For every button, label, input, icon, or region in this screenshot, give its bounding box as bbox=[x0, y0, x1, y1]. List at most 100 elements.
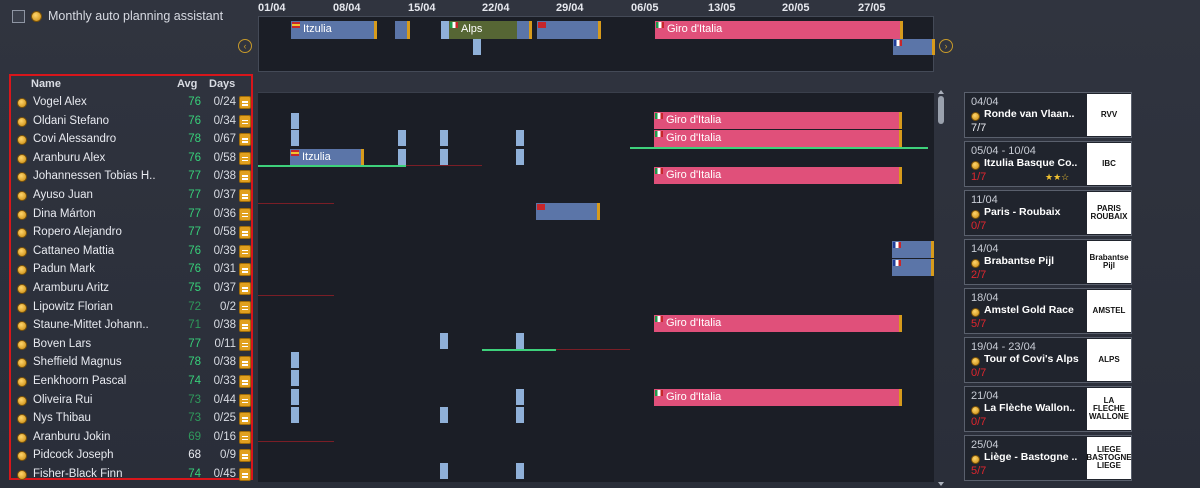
menu-icon[interactable] bbox=[239, 170, 251, 184]
race-block[interactable] bbox=[440, 333, 448, 349]
menu-icon[interactable] bbox=[239, 300, 251, 314]
race-card[interactable]: 11/04 Paris - Roubaix 0/7 PARIS ROUBAIX bbox=[964, 190, 1132, 236]
race-card[interactable]: 04/04 Ronde van Vlaan.. 7/7 RVV bbox=[964, 92, 1132, 138]
menu-icon[interactable] bbox=[239, 393, 251, 407]
race-block[interactable] bbox=[516, 407, 524, 423]
menu-icon[interactable] bbox=[239, 412, 251, 426]
scroll-down-icon[interactable] bbox=[938, 482, 944, 486]
overview-race-itzulia[interactable]: Itzulia bbox=[291, 21, 377, 39]
race-block[interactable] bbox=[291, 389, 299, 405]
rider-row[interactable]: Eenkhoorn Pascal 74 0/33 bbox=[11, 373, 251, 391]
rider-row[interactable]: Lipowitz Florian 72 0/2 bbox=[11, 299, 251, 317]
rider-row[interactable]: Dina Márton 77 0/36 bbox=[11, 206, 251, 224]
race-block[interactable] bbox=[516, 149, 524, 165]
rider-row[interactable]: Aranburu Alex 76 0/58 bbox=[11, 150, 251, 168]
chevron-right-icon[interactable]: › bbox=[939, 39, 953, 53]
race-block[interactable] bbox=[516, 389, 524, 405]
chevron-left-icon[interactable]: ‹ bbox=[238, 39, 252, 53]
overview-race-block[interactable] bbox=[473, 39, 481, 55]
rider-row[interactable]: Oliveira Rui 73 0/44 bbox=[11, 392, 251, 410]
column-avg[interactable]: Avg bbox=[177, 78, 198, 90]
overview-race-block[interactable] bbox=[395, 21, 410, 39]
column-days[interactable]: Days bbox=[209, 78, 236, 90]
menu-icon[interactable] bbox=[239, 96, 251, 109]
scroll-up-icon[interactable] bbox=[938, 90, 944, 94]
menu-icon[interactable] bbox=[239, 337, 251, 351]
overview-race-alps[interactable]: Alps bbox=[449, 21, 529, 39]
race-block[interactable] bbox=[440, 130, 448, 146]
race-block[interactable] bbox=[291, 370, 299, 386]
rider-row[interactable]: Sheffield Magnus 78 0/38 bbox=[11, 354, 251, 372]
race-card[interactable]: 25/04 Liège - Bastogne .. 5/7 LIEGE BASTOGN… bbox=[964, 435, 1132, 481]
rider-row[interactable]: Boven Lars 77 0/11 bbox=[11, 336, 251, 354]
race-block[interactable] bbox=[440, 463, 448, 479]
menu-icon[interactable] bbox=[239, 468, 251, 481]
race-card[interactable]: 21/04 La Flèche Wallon.. 0/7 LA FLECHE WALL… bbox=[964, 386, 1132, 432]
menu-icon[interactable] bbox=[239, 375, 251, 388]
race-block[interactable] bbox=[892, 241, 934, 258]
rider-row[interactable]: Pidcock Joseph 68 0/9 bbox=[11, 447, 251, 465]
race-block-giro[interactable]: Giro d'Italia bbox=[654, 389, 902, 406]
race-block[interactable] bbox=[440, 407, 448, 423]
menu-icon[interactable] bbox=[239, 244, 251, 258]
race-card[interactable]: 19/04 - 23/04 Tour of Covi's Alps 0/7 ALPS bbox=[964, 337, 1132, 383]
rider-row[interactable]: Covi Alessandro 78 0/67 bbox=[11, 131, 251, 149]
overview-race-block[interactable] bbox=[517, 21, 532, 39]
overview-timeline[interactable]: Itzulia Alps Giro d'Italia bbox=[258, 16, 935, 72]
menu-icon[interactable] bbox=[239, 114, 251, 128]
race-block[interactable] bbox=[291, 130, 299, 146]
overview-race-block[interactable] bbox=[441, 21, 449, 39]
menu-icon[interactable] bbox=[239, 133, 251, 147]
menu-icon[interactable] bbox=[239, 356, 251, 370]
auto-planning-toggle[interactable]: Monthly auto planning assistant bbox=[12, 8, 223, 24]
menu-icon[interactable] bbox=[239, 319, 251, 333]
overview-race-block[interactable] bbox=[893, 39, 935, 55]
race-block[interactable] bbox=[892, 259, 934, 276]
race-block-giro[interactable]: Giro d'Italia bbox=[654, 130, 902, 147]
rider-row[interactable]: Vogel Alex 76 0/24 bbox=[11, 94, 251, 112]
rider-row[interactable]: Nys Thibau 73 0/25 bbox=[11, 410, 251, 428]
rider-row[interactable]: Oldani Stefano 76 0/34 bbox=[11, 113, 251, 131]
checkbox[interactable] bbox=[12, 9, 25, 23]
menu-icon[interactable] bbox=[239, 449, 251, 463]
race-block-giro[interactable]: Giro d'Italia bbox=[654, 112, 902, 129]
race-block-giro[interactable]: Giro d'Italia bbox=[654, 167, 902, 184]
race-block-giro[interactable]: Giro d'Italia bbox=[654, 315, 902, 332]
race-card[interactable]: 05/04 - 10/04 Itzulia Basque Co.. 1/7 ★★☆ IB… bbox=[964, 141, 1132, 187]
race-card[interactable]: 18/04 Amstel Gold Race 5/7 AMSTEL bbox=[964, 288, 1132, 334]
overview-race-giro[interactable]: Giro d'Italia bbox=[655, 21, 903, 39]
menu-icon[interactable] bbox=[239, 226, 251, 240]
race-block[interactable] bbox=[291, 113, 299, 129]
scroll-thumb[interactable] bbox=[938, 96, 944, 124]
race-block[interactable] bbox=[291, 407, 299, 423]
menu-icon[interactable] bbox=[239, 430, 251, 444]
assignment-grid[interactable]: Giro d'Italia Giro d'Italia Itzulia Giro… bbox=[258, 92, 934, 482]
menu-icon[interactable] bbox=[239, 189, 251, 202]
rider-row[interactable]: Fisher-Black Finn 74 0/45 bbox=[11, 466, 251, 484]
menu-icon[interactable] bbox=[239, 263, 251, 277]
rider-row[interactable]: Ropero Alejandro 77 0/58 bbox=[11, 224, 251, 242]
overview-race-block[interactable] bbox=[537, 21, 601, 39]
race-card[interactable]: 14/04 Brabantse Pijl 2/7 Brabantse Pijl bbox=[964, 239, 1132, 285]
race-block[interactable] bbox=[516, 333, 524, 349]
race-block-itzulia[interactable]: Itzulia bbox=[290, 149, 364, 166]
rider-row[interactable]: Johannessen Tobias H.. 77 0/38 bbox=[11, 168, 251, 186]
menu-icon[interactable] bbox=[239, 207, 251, 221]
rider-row[interactable]: Cattaneo Mattia 76 0/39 bbox=[11, 243, 251, 261]
race-block[interactable] bbox=[291, 352, 299, 368]
rider-row[interactable]: Aranburu Jokin 69 0/16 bbox=[11, 429, 251, 447]
rider-row[interactable]: Staune-Mittet Johann.. 71 0/38 bbox=[11, 317, 251, 335]
race-block[interactable] bbox=[536, 203, 600, 220]
race-block[interactable] bbox=[440, 149, 448, 165]
menu-icon[interactable] bbox=[239, 151, 251, 165]
race-block[interactable] bbox=[398, 149, 406, 165]
grid-scrollbar[interactable] bbox=[938, 90, 945, 486]
race-block[interactable] bbox=[516, 463, 524, 479]
rider-row[interactable]: Aramburu Aritz 75 0/37 bbox=[11, 280, 251, 298]
menu-icon[interactable] bbox=[239, 282, 251, 295]
race-block[interactable] bbox=[398, 130, 406, 146]
column-name[interactable]: Name bbox=[31, 78, 61, 90]
rider-row[interactable]: Ayuso Juan 77 0/37 bbox=[11, 187, 251, 205]
rider-row[interactable]: Padun Mark 76 0/31 bbox=[11, 261, 251, 279]
race-block[interactable] bbox=[516, 130, 524, 146]
